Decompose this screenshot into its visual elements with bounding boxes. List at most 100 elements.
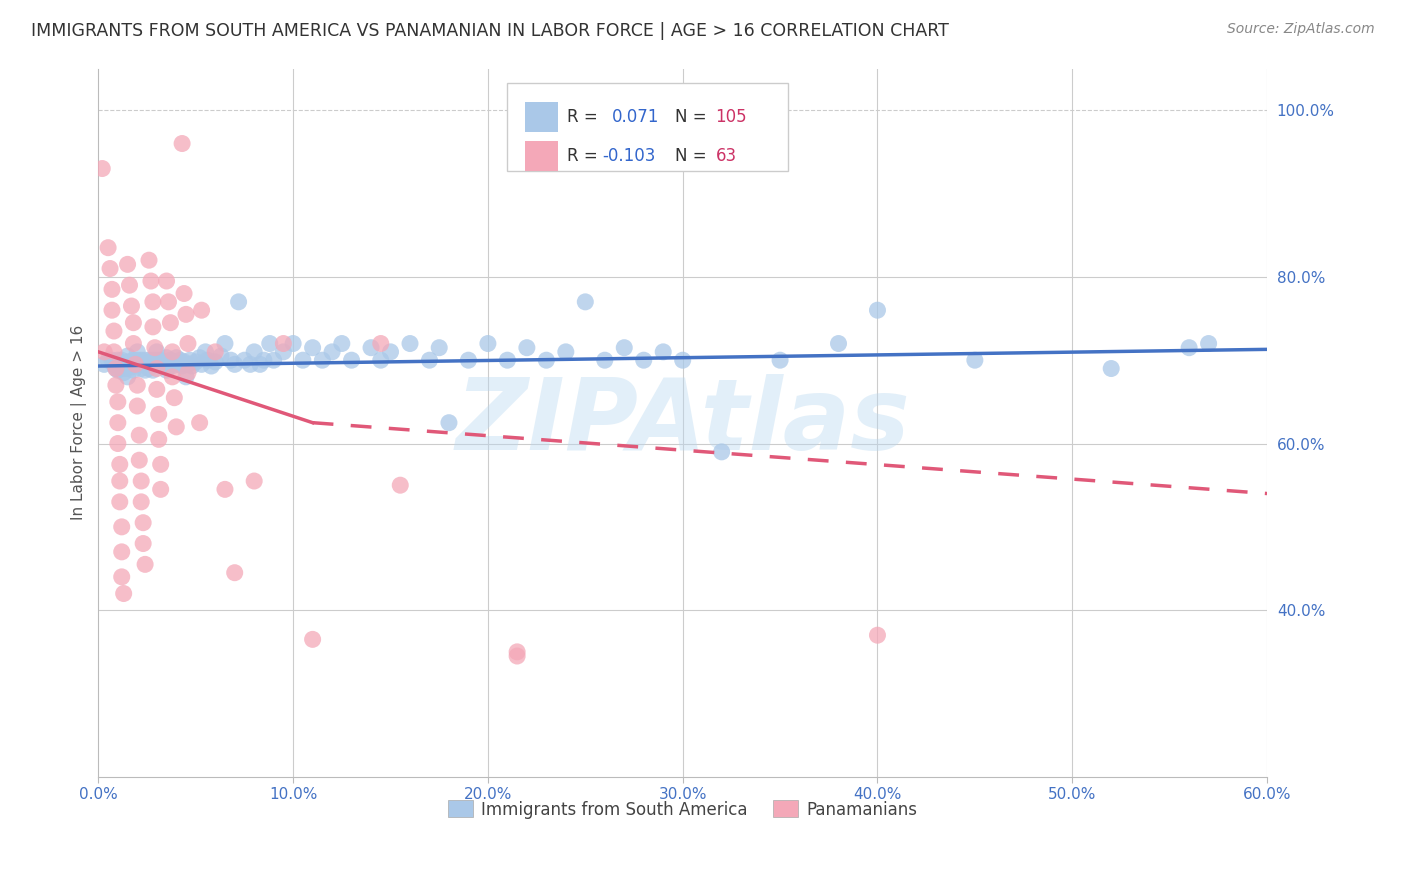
Point: [136, 357, 159, 371]
Point: [389, 478, 412, 492]
Point: [496, 353, 519, 368]
Point: [281, 336, 304, 351]
Point: [437, 416, 460, 430]
Point: [197, 353, 219, 368]
Point: [1198, 336, 1220, 351]
Point: [146, 383, 169, 397]
Point: [173, 355, 195, 369]
FancyBboxPatch shape: [524, 102, 558, 131]
Point: [93, 344, 115, 359]
Text: 105: 105: [716, 108, 747, 126]
Point: [142, 363, 165, 377]
Point: [129, 495, 152, 509]
Point: [117, 355, 139, 369]
Point: [457, 353, 479, 368]
Point: [574, 294, 596, 309]
Y-axis label: In Labor Force | Age > 16: In Labor Force | Age > 16: [72, 325, 87, 520]
Point: [101, 303, 124, 318]
Point: [177, 357, 200, 371]
Point: [108, 474, 131, 488]
Point: [103, 357, 125, 371]
Point: [167, 357, 190, 371]
Point: [330, 336, 353, 351]
Point: [155, 274, 177, 288]
Point: [228, 294, 250, 309]
Point: [165, 351, 187, 365]
Point: [128, 357, 150, 371]
Point: [652, 344, 675, 359]
Point: [427, 341, 450, 355]
Point: [162, 344, 184, 359]
Point: [142, 294, 165, 309]
Point: [152, 359, 174, 373]
Point: [360, 341, 382, 355]
Point: [188, 351, 211, 365]
Point: [91, 161, 114, 176]
Point: [153, 355, 176, 369]
Point: [194, 344, 217, 359]
Point: [107, 395, 129, 409]
Point: [148, 357, 170, 371]
Text: ZIPAtlas: ZIPAtlas: [456, 374, 910, 471]
Point: [117, 349, 139, 363]
Point: [118, 357, 141, 371]
Point: [204, 344, 226, 359]
Point: [146, 361, 169, 376]
Point: [107, 436, 129, 450]
Point: [340, 353, 363, 368]
Point: [418, 353, 440, 368]
Point: [107, 353, 129, 368]
Point: [103, 344, 125, 359]
Point: [103, 324, 125, 338]
Point: [1099, 361, 1122, 376]
Point: [155, 351, 177, 365]
Point: [249, 357, 271, 371]
Point: [506, 645, 529, 659]
Text: -0.103: -0.103: [602, 146, 655, 165]
Point: [204, 355, 226, 369]
Point: [177, 366, 200, 380]
Point: [134, 353, 156, 368]
Point: [139, 274, 162, 288]
Point: [104, 378, 127, 392]
Point: [132, 357, 155, 371]
Point: [122, 353, 145, 368]
Point: [138, 361, 160, 376]
Point: [219, 353, 242, 368]
Point: [613, 341, 636, 355]
Point: [148, 433, 170, 447]
Point: [138, 353, 160, 368]
Text: Source: ZipAtlas.com: Source: ZipAtlas.com: [1227, 22, 1375, 37]
Point: [173, 286, 195, 301]
Point: [214, 483, 236, 497]
Point: [159, 316, 181, 330]
Point: [104, 361, 127, 376]
Point: [163, 391, 186, 405]
Point: [239, 357, 262, 371]
Point: [149, 353, 172, 368]
Point: [129, 361, 152, 376]
Point: [148, 408, 170, 422]
Point: [111, 353, 134, 368]
Point: [127, 344, 149, 359]
Point: [214, 336, 236, 351]
Point: [107, 416, 129, 430]
Point: [159, 353, 181, 368]
Point: [554, 344, 576, 359]
Point: [162, 369, 184, 384]
Text: N =: N =: [675, 108, 706, 126]
Point: [122, 363, 145, 377]
Point: [190, 357, 212, 371]
Point: [107, 363, 129, 377]
Point: [117, 369, 139, 384]
Point: [179, 353, 201, 368]
Point: [122, 316, 145, 330]
Text: R =: R =: [567, 146, 603, 165]
Point: [112, 586, 135, 600]
Point: [143, 341, 166, 355]
Point: [101, 353, 124, 368]
Point: [129, 353, 152, 368]
Point: [536, 353, 558, 368]
Text: R =: R =: [567, 108, 603, 126]
Text: 0.071: 0.071: [612, 108, 659, 126]
